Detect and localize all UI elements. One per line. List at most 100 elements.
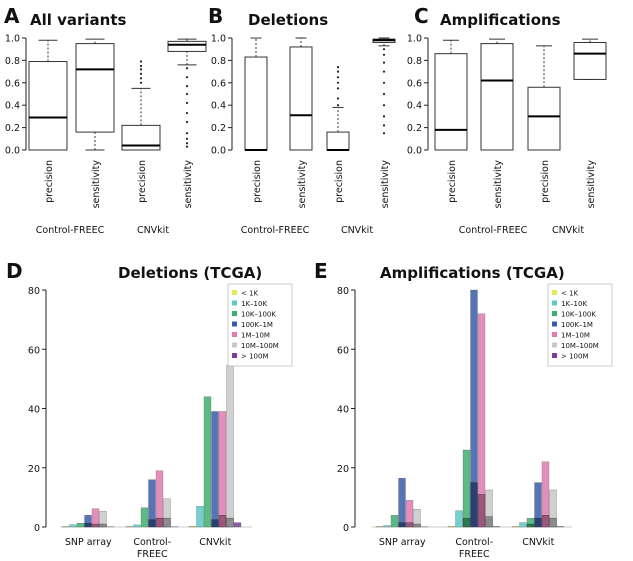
overlay-bar xyxy=(99,523,107,528)
box-label: precision xyxy=(334,160,345,203)
y-tick-label: 0.8 xyxy=(5,56,20,67)
box xyxy=(167,40,207,52)
legend-swatch xyxy=(232,300,237,306)
outlier-point xyxy=(382,132,386,135)
category-label-line: FREEC xyxy=(459,549,490,560)
legend-swatch xyxy=(552,300,557,306)
category-label: SNP array xyxy=(379,537,426,548)
bar xyxy=(455,510,463,528)
category-label: Control-FREEC xyxy=(133,537,171,560)
y-tick-label: 1.0 xyxy=(211,34,226,45)
bar xyxy=(188,525,197,528)
box-label: precision xyxy=(137,160,148,203)
legend-label: 10M–100M xyxy=(241,342,279,350)
y-tick-label: 0.8 xyxy=(407,56,422,67)
group-label: CNVkit xyxy=(341,225,373,236)
overlay-bar xyxy=(163,517,171,528)
box-label: sensitivity xyxy=(493,160,504,209)
legend-swatch xyxy=(552,311,557,316)
outlier-point xyxy=(336,66,340,69)
box xyxy=(75,43,115,133)
y-tick-label: 1.0 xyxy=(407,34,422,45)
category-label-line: CNVkit xyxy=(199,537,231,548)
box-label: sensitivity xyxy=(586,160,597,209)
outlier-point xyxy=(382,53,386,56)
legend-label: > 100M xyxy=(561,353,589,361)
y-tick-label: 0.2 xyxy=(407,123,422,134)
box xyxy=(480,43,514,151)
group-label: Control-FREEC xyxy=(241,225,310,236)
outlier-point xyxy=(185,67,189,70)
outlier-point xyxy=(185,92,189,96)
box-label: precision xyxy=(44,160,55,203)
outlier-point xyxy=(382,92,386,96)
box-plot-a: 0.0 0.2 0.4 0.6 0.8 1.0 precision sensitivity pr… xyxy=(5,34,207,236)
category-label-line: CNVkit xyxy=(522,537,554,548)
y-tick-label: 60 xyxy=(28,345,40,356)
panel-a-title: All variants xyxy=(30,11,127,29)
group-label: Control-FREEC xyxy=(459,225,528,236)
legend-label: 10K–100K xyxy=(241,311,276,319)
panel-a-letter: A xyxy=(4,4,20,28)
panel-b: B Deletions 0.0 0.2 0.4 0.6 0.8 1.0 precision s… xyxy=(208,4,396,236)
panel-e: E Amplifications (TCGA) 0 20 40 60 80 SNP arr… xyxy=(314,259,613,560)
category-label: Control-FREEC xyxy=(455,537,493,560)
overlay-bar xyxy=(413,523,421,528)
bar xyxy=(69,524,77,528)
overlay-bar xyxy=(218,515,227,528)
y-tick-label: 0.4 xyxy=(211,101,226,112)
category-label-line: Control- xyxy=(133,537,171,548)
box-label: precision xyxy=(252,160,263,203)
box xyxy=(573,41,607,80)
bar xyxy=(203,396,212,528)
bar xyxy=(519,522,527,528)
bar xyxy=(76,522,85,528)
legend-label: 1M–10M xyxy=(561,332,590,340)
box-label: precision xyxy=(540,160,551,203)
bar-chart-e: 0 20 40 60 80 SNP array Control-FREEC CNVkit < 1… xyxy=(337,283,613,560)
y-tick-label: 40 xyxy=(28,405,40,416)
bar xyxy=(61,526,70,528)
panel-b-title: Deletions xyxy=(248,11,328,29)
panel-c-title: Amplifications xyxy=(440,11,561,29)
outlier-point xyxy=(139,81,143,84)
panel-d-title: Deletions (TCGA) xyxy=(118,264,262,282)
box-label: sensitivity xyxy=(380,160,391,209)
legend-box xyxy=(547,283,613,367)
bar xyxy=(398,477,406,528)
bar xyxy=(140,507,149,528)
overlay-bar xyxy=(405,522,414,528)
outlier-point xyxy=(139,77,143,80)
y-tick-label: 0 xyxy=(343,523,349,534)
category-label-line: SNP array xyxy=(65,537,112,548)
bar xyxy=(492,526,501,528)
outlier-point xyxy=(139,64,143,68)
outlier-point xyxy=(139,68,143,71)
y-tick-label: 0.8 xyxy=(211,56,226,67)
legend-swatch xyxy=(232,321,237,327)
outlier-point xyxy=(382,61,386,64)
y-tick-label: 0.6 xyxy=(211,78,226,89)
legend-swatch xyxy=(232,290,237,295)
outlier-point xyxy=(382,48,386,51)
outlier-point xyxy=(185,101,189,105)
outlier-point xyxy=(139,72,143,75)
legend-swatch xyxy=(552,321,557,327)
overlay-bar xyxy=(526,523,535,528)
bar xyxy=(218,411,227,528)
outlier-point xyxy=(382,70,386,73)
overlay-bar xyxy=(462,517,471,528)
overlay-bar xyxy=(549,517,557,528)
overlay-bar xyxy=(84,522,92,528)
box-plot-c: 0.0 0.2 0.4 0.6 0.8 1.0 precision sensitivity pr… xyxy=(407,34,607,236)
overlay-bar xyxy=(398,522,406,528)
outlier-point xyxy=(336,81,340,84)
outlier-point xyxy=(185,142,189,145)
panel-b-letter: B xyxy=(208,4,223,28)
y-tick-label: 0.2 xyxy=(211,123,226,134)
legend-box xyxy=(227,283,293,367)
legend-swatch xyxy=(232,353,237,358)
bar xyxy=(226,365,234,528)
y-tick-label: 60 xyxy=(337,345,349,356)
